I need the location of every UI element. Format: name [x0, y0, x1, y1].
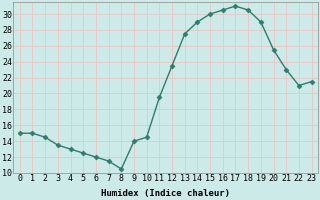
X-axis label: Humidex (Indice chaleur): Humidex (Indice chaleur)	[101, 189, 230, 198]
